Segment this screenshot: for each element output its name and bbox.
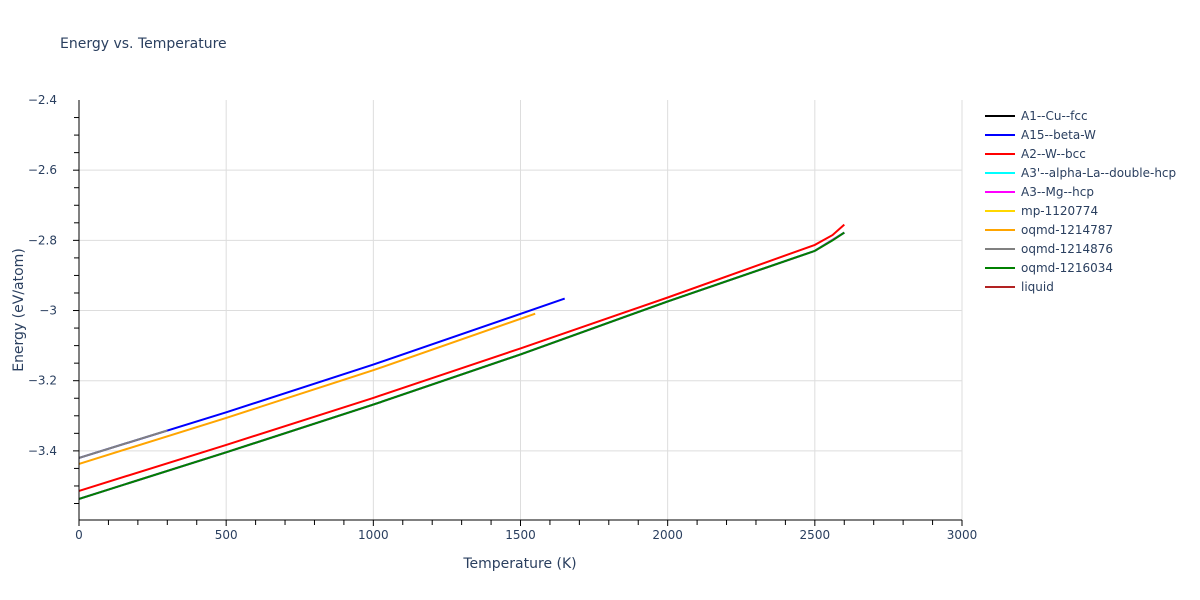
legend-swatch-icon [985, 285, 1015, 288]
legend-swatch-icon [985, 228, 1015, 231]
series-line-a3-mg-hcp [78, 231, 845, 500]
legend-label: oqmd-1214876 [1021, 241, 1114, 256]
series-line-a1-cu-fcc [78, 231, 845, 500]
x-tick-label: 1500 [505, 528, 536, 542]
legend-swatch-icon [985, 171, 1015, 174]
series-line-oqmd-1214787 [78, 312, 536, 465]
legend-swatch-icon [985, 209, 1015, 212]
gridlines [79, 100, 963, 520]
x-tick-label: 3000 [947, 528, 978, 542]
y-tick-label: −3.2 [28, 374, 57, 388]
legend-label: A3'--alpha-La--double-hcp [1021, 165, 1177, 180]
legend-item[interactable]: mp-1120774 [985, 201, 1176, 220]
x-tick-label: 2500 [800, 528, 831, 542]
legend-item[interactable]: A2--W--bcc [985, 144, 1176, 163]
x-tick-label: 1000 [358, 528, 389, 542]
series-lines [78, 223, 845, 500]
x-tick-label: 0 [75, 528, 83, 542]
legend-item[interactable]: A1--Cu--fcc [985, 106, 1176, 125]
x-tick-label: 500 [215, 528, 238, 542]
series-line-oqmd-1214876 [78, 429, 168, 459]
legend-label: oqmd-1216034 [1021, 260, 1114, 275]
legend-item[interactable]: oqmd-1214876 [985, 239, 1176, 258]
y-tick-label: −3.4 [28, 444, 57, 458]
legend-swatch-icon [985, 247, 1015, 250]
y-tick-label: −3 [39, 304, 57, 318]
legend-swatch-icon [985, 152, 1015, 155]
legend-label: A2--W--bcc [1021, 146, 1086, 161]
chart-title: Energy vs. Temperature [60, 36, 227, 52]
legend-item[interactable]: A3'--alpha-La--double-hcp [985, 163, 1176, 182]
legend-swatch-icon [985, 266, 1015, 269]
legend-label: A1--Cu--fcc [1021, 108, 1088, 123]
legend-label: mp-1120774 [1021, 203, 1099, 218]
legend-label: A3--Mg--hcp [1021, 184, 1094, 199]
legend-label: A15--beta-W [1021, 127, 1096, 142]
legend-swatch-icon [985, 190, 1015, 193]
legend-item[interactable]: A15--beta-W [985, 125, 1176, 144]
y-tick-label: −2.6 [28, 163, 57, 177]
legend: A1--Cu--fcc A15--beta-W A2--W--bcc A3'--alp… [985, 106, 1176, 296]
x-tick-label: 2000 [652, 528, 683, 542]
legend-item[interactable]: oqmd-1214787 [985, 220, 1176, 239]
y-tick-label: −2.8 [28, 233, 57, 247]
axes: 0 500 1000 1500 2000 2500 3000 −2.4 −2.6 −2.8 −3 −3… [28, 93, 977, 542]
series-line-a3-alpha-la-double-hcp [78, 231, 845, 500]
series-line-oqmd-1216034 [78, 231, 845, 500]
legend-label: oqmd-1214787 [1021, 222, 1114, 237]
series-line-a2-w-bcc [78, 223, 845, 492]
legend-item[interactable]: oqmd-1216034 [985, 258, 1176, 277]
series-line-a15-beta-w [78, 297, 566, 459]
legend-swatch-icon [985, 114, 1015, 117]
y-tick-label: −2.4 [28, 93, 57, 107]
legend-item[interactable]: liquid [985, 277, 1176, 296]
legend-item[interactable]: A3--Mg--hcp [985, 182, 1176, 201]
y-axis-title: Energy (eV/atom) [11, 248, 27, 372]
x-axis-title: Temperature (K) [462, 556, 576, 572]
legend-swatch-icon [985, 133, 1015, 136]
legend-label: liquid [1021, 279, 1054, 294]
